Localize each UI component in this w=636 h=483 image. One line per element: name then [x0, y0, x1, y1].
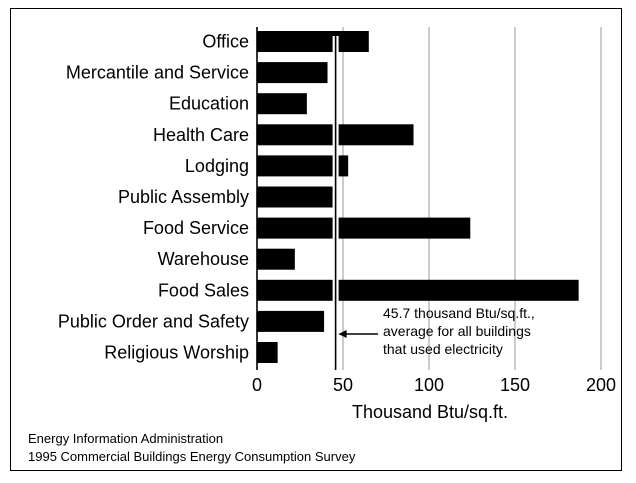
category-label: Food Service	[143, 218, 249, 238]
source-line-1: Energy Information Administration	[28, 431, 224, 446]
bar	[257, 93, 307, 115]
category-label: Office	[202, 32, 249, 52]
reference-annotation-line: 45.7 thousand Btu/sq.ft.,	[383, 305, 535, 321]
x-tick-label: 200	[586, 375, 616, 395]
category-label: Warehouse	[158, 249, 249, 269]
category-label: Health Care	[153, 125, 249, 145]
x-tick-label: 50	[333, 375, 353, 395]
category-label: Education	[169, 94, 249, 114]
x-tick-label: 100	[414, 375, 444, 395]
bar	[257, 310, 325, 332]
category-label: Religious Worship	[104, 343, 249, 363]
category-label: Public Assembly	[118, 187, 249, 207]
bar	[257, 248, 295, 270]
x-axis-label: Thousand Btu/sq.ft.	[352, 402, 508, 422]
bar	[257, 62, 328, 84]
bar	[257, 31, 369, 52]
bar	[257, 155, 349, 177]
x-tick-label: 150	[500, 375, 530, 395]
reference-annotation-line: average for all buildings	[383, 323, 531, 339]
category-label: Mercantile and Service	[66, 63, 249, 83]
annotation-arrowhead	[338, 330, 347, 338]
bar	[257, 217, 471, 239]
source-line-2: 1995 Commercial Buildings Energy Consump…	[28, 449, 356, 464]
bar	[257, 186, 333, 208]
reference-annotation-line: that used electricity	[383, 341, 503, 357]
x-tick-label: 0	[252, 375, 262, 395]
chart-frame	[10, 8, 622, 471]
category-label: Public Order and Safety	[58, 311, 249, 331]
bar	[257, 342, 278, 363]
category-label: Lodging	[185, 156, 249, 176]
bar	[257, 279, 579, 301]
category-label: Food Sales	[158, 280, 249, 300]
